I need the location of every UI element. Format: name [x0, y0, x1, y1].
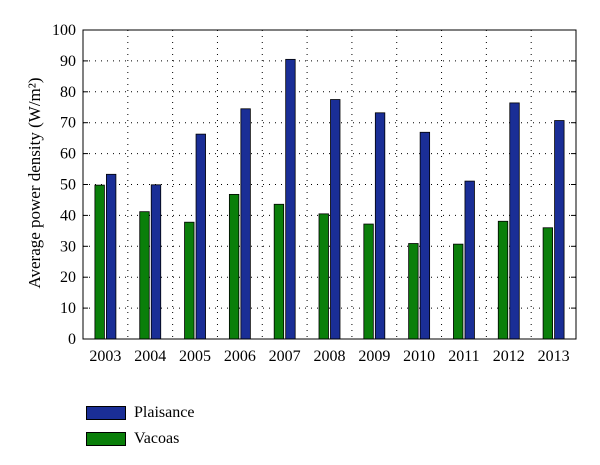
y-tick-label: 50: [60, 177, 76, 194]
y-tick-label: 20: [60, 269, 76, 286]
y-tick-label: 90: [60, 53, 76, 70]
bar-plaisance-2007: [285, 58, 296, 340]
y-tick-label: 60: [60, 146, 76, 163]
x-tick-label: 2011: [448, 348, 479, 365]
bar-plaisance-2013: [554, 120, 565, 340]
bar-plaisance-2006: [240, 108, 251, 340]
legend-label: Vacoas: [134, 430, 180, 447]
bar-vacoas-2003: [94, 184, 105, 340]
x-tick-label: 2007: [269, 348, 301, 365]
y-tick-label: 40: [60, 207, 76, 224]
bar-plaisance-2010: [419, 131, 431, 340]
y-tick-label: 80: [60, 84, 76, 101]
bar-plaisance-2009: [374, 112, 386, 340]
bar-vacoas-2007: [273, 203, 285, 340]
y-axis-ticks: 0 10 20 30 40 50 60 70 80 90 100: [52, 22, 576, 348]
bar-vacoas-2005: [184, 221, 195, 340]
y-tick-label: 100: [52, 22, 76, 39]
bar-vacoas-2013: [542, 227, 553, 340]
bar-plaisance-2008: [330, 99, 341, 340]
bar-vacoas-2011: [453, 243, 464, 340]
bar-plaisance-2003: [106, 173, 117, 340]
x-tick-label: 2003: [89, 348, 121, 365]
x-tick-label: 2010: [403, 348, 435, 365]
y-axis-label: Average power density (W/m²): [25, 77, 44, 288]
bar-vacoas-2010: [408, 243, 419, 340]
bars: [94, 58, 565, 340]
bar-vacoas-2006: [228, 193, 240, 340]
bar-vacoas-2004: [139, 211, 150, 340]
bar-plaisance-2004: [150, 184, 162, 340]
x-tick-label: 2013: [538, 348, 570, 365]
x-tick-label: 2004: [134, 348, 166, 365]
legend-swatch-plaisance: [86, 406, 126, 420]
bar-vacoas-2012: [497, 220, 509, 340]
bar-vacoas-2009: [363, 223, 374, 340]
legend-item-vacoas: Vacoas: [86, 426, 194, 452]
bar-plaisance-2005: [195, 133, 206, 340]
gridlines: [83, 30, 576, 339]
bar-vacoas-2008: [318, 213, 329, 340]
y-tick-label: 70: [60, 115, 76, 132]
legend: Plaisance Vacoas: [86, 400, 194, 452]
legend-label: Plaisance: [134, 404, 195, 421]
x-tick-label: 2005: [179, 348, 211, 365]
x-tick-label: 2012: [493, 348, 525, 365]
x-axis-ticks: 2003 2004 2005 2006 2007 2008 2009 2010 2011 2012…: [89, 348, 569, 365]
x-tick-label: 2009: [358, 348, 390, 365]
bar-plaisance-2012: [509, 102, 520, 340]
y-tick-label: 30: [60, 238, 76, 255]
y-tick-label: 0: [68, 331, 76, 348]
bar-plaisance-2011: [464, 180, 475, 340]
legend-swatch-vacoas: [86, 432, 126, 446]
x-tick-label: 2008: [314, 348, 346, 365]
x-tick-label: 2006: [224, 348, 256, 365]
y-tick-label: 10: [60, 300, 76, 317]
legend-item-plaisance: Plaisance: [86, 400, 194, 426]
